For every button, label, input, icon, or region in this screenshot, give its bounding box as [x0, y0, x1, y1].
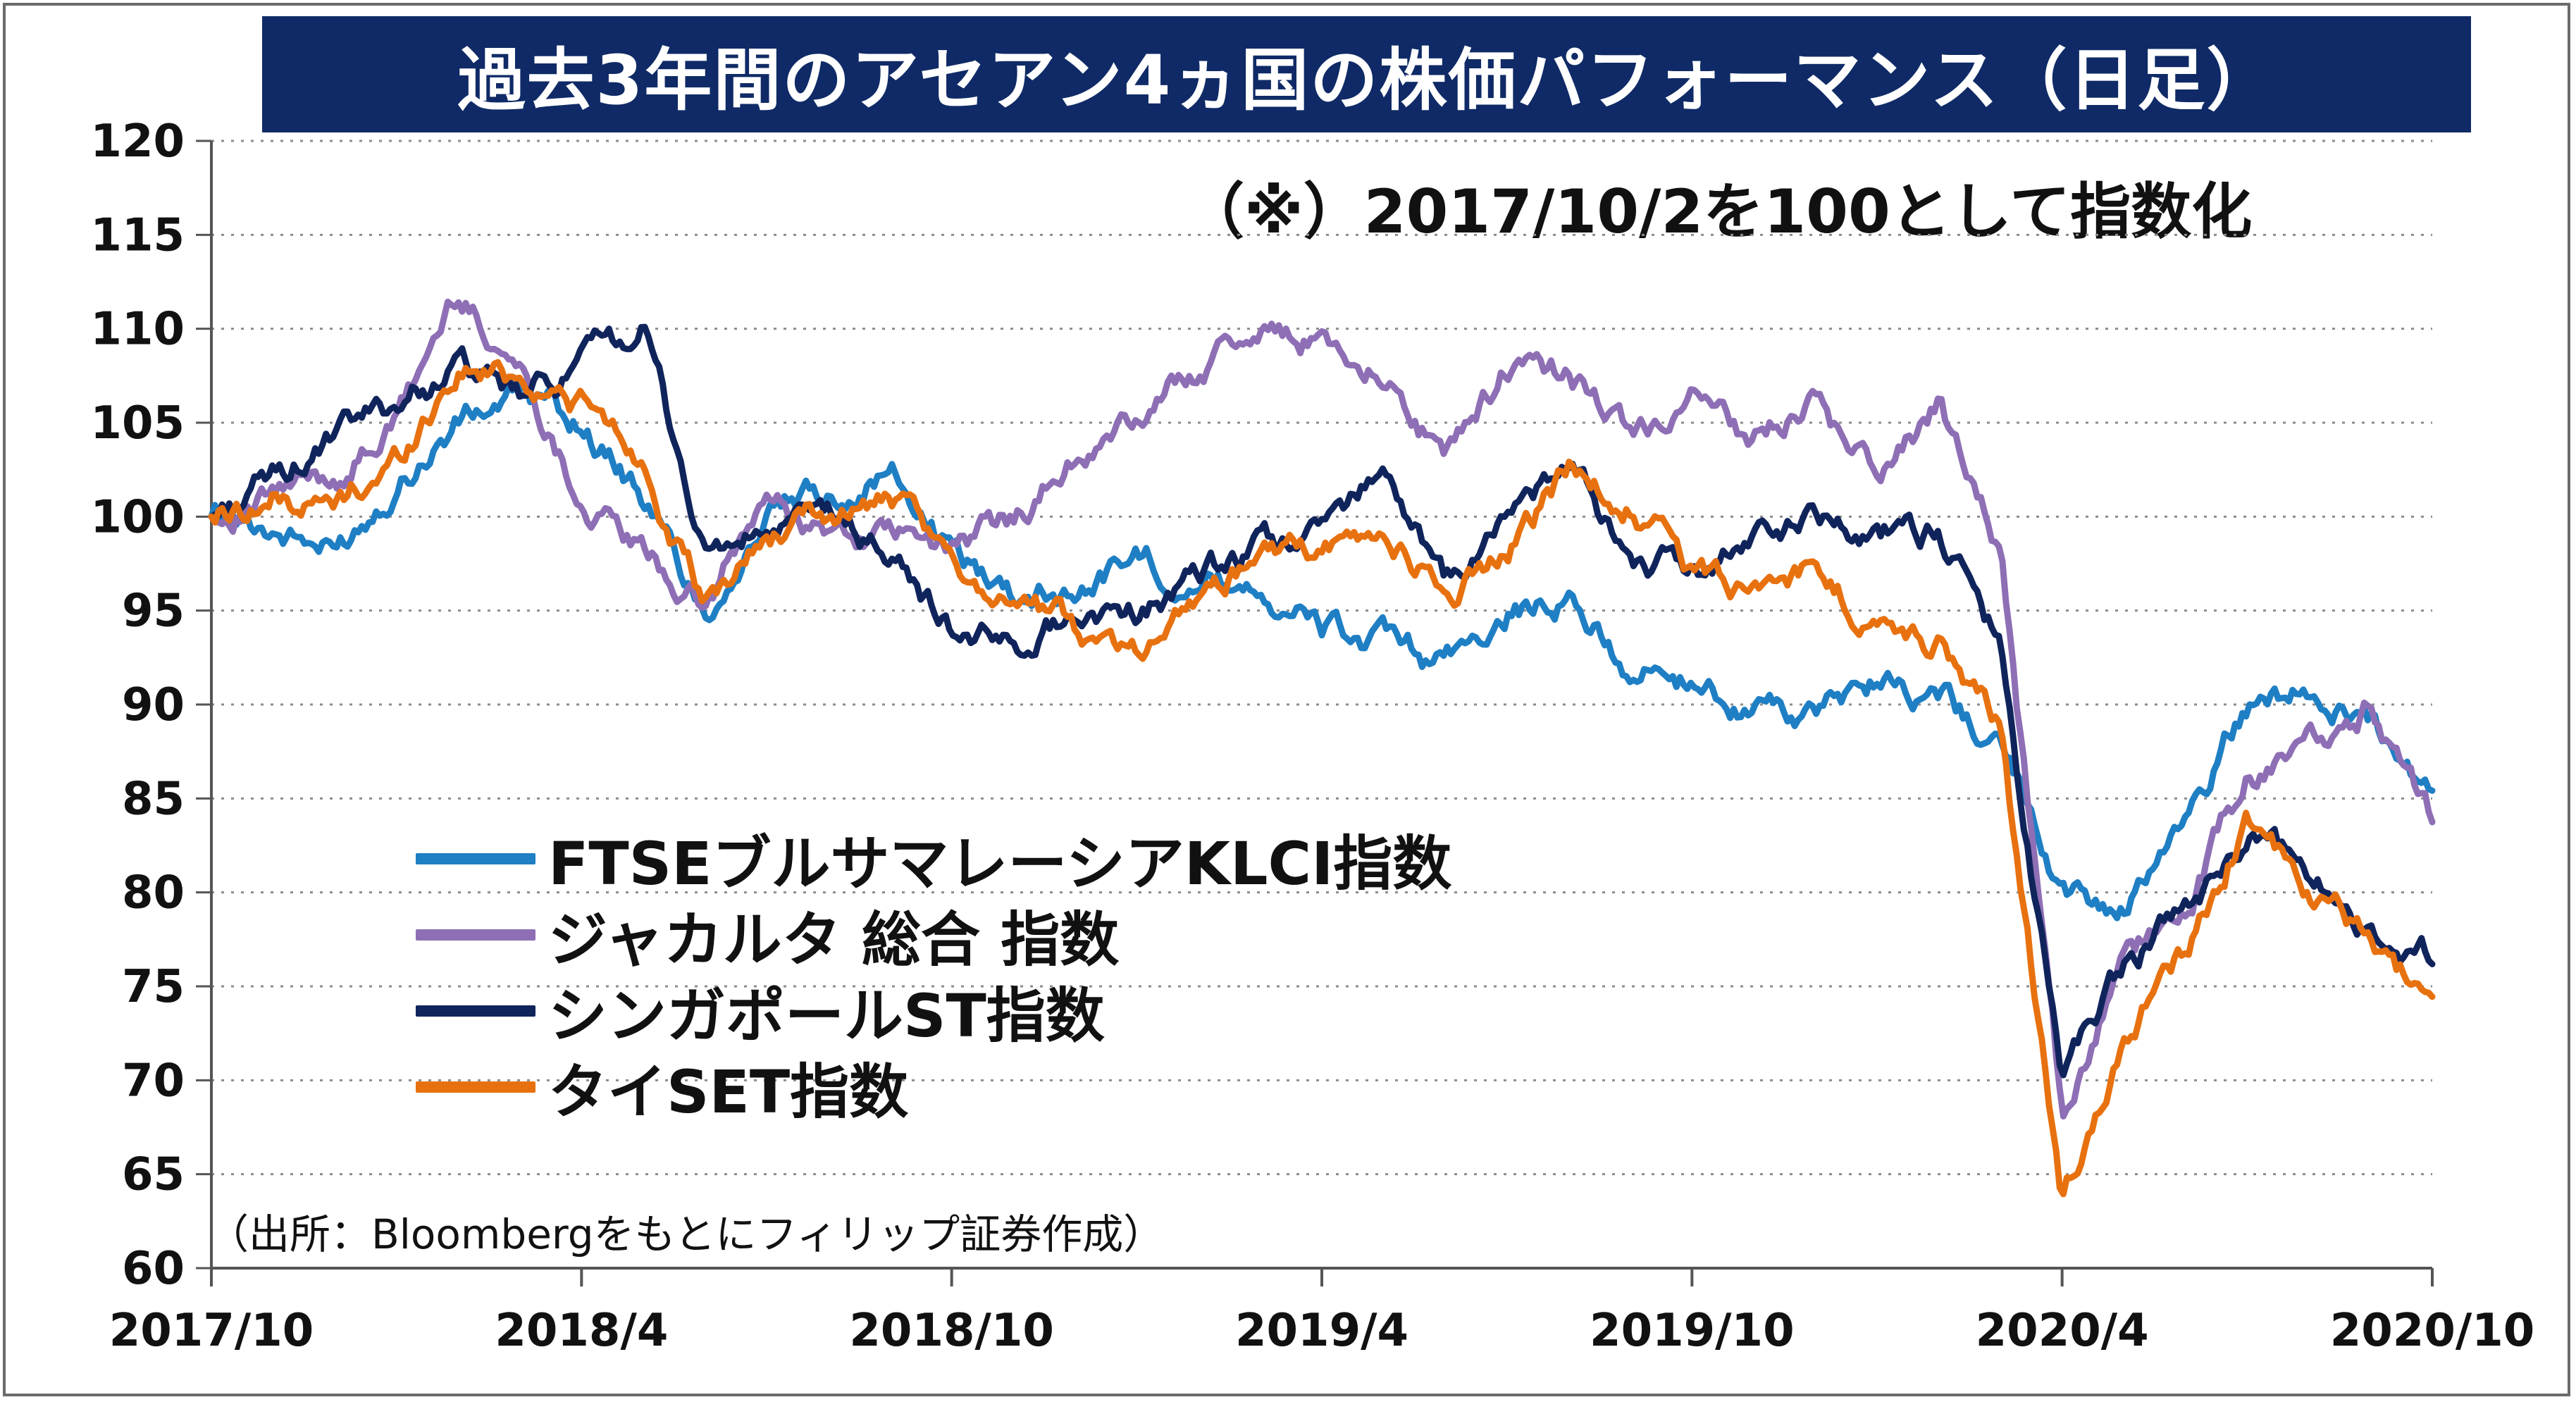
legend-item-jakarta: ジャカルタ 総合 指数 [416, 897, 1451, 974]
series-sti [208, 323, 2436, 1079]
legend-item-sti: シンガポールST指数 [416, 973, 1451, 1050]
source-note: （出所：Bloombergをもとにフィリップ証券作成） [208, 1210, 1165, 1258]
legend-swatch-set [416, 1081, 535, 1093]
y-tick-label-115: 115 [90, 209, 185, 261]
y-tick-label-95: 95 [122, 585, 185, 638]
legend-label-set: タイSET指数 [548, 1057, 909, 1127]
y-tick-label-75: 75 [122, 961, 185, 1013]
legend: FTSEブルサマレーシアKLCI指数 ジャカルタ 総合 指数 シンガポールST指… [416, 821, 1451, 1127]
y-tick-label-85: 85 [122, 773, 185, 825]
x-tick-label-2018/10: 2018/10 [849, 1305, 1054, 1357]
chart-title: 過去3年間のアセアン4ヵ国の株価パフォーマンス（日足） [262, 16, 2471, 132]
x-tick-label-2019/4: 2019/4 [1235, 1305, 1408, 1357]
legend-item-klci: FTSEブルサマレーシアKLCI指数 [416, 821, 1451, 898]
legend-label-klci: FTSEブルサマレーシアKLCI指数 [548, 829, 1452, 898]
index-note: （※）2017/10/2を100として指数化 [1184, 177, 2253, 247]
legend-label-jakarta: ジャカルタ 総合 指数 [548, 905, 1120, 974]
x-tick-label-2020/4: 2020/4 [1976, 1305, 2149, 1357]
series-jakarta [208, 298, 2436, 1119]
y-tick-label-80: 80 [122, 867, 185, 919]
y-tick-label-70: 70 [122, 1055, 185, 1107]
y-tick-label-120: 120 [90, 116, 185, 168]
y-tick-label-90: 90 [122, 679, 185, 731]
x-tick-label-2019/10: 2019/10 [1590, 1305, 1795, 1357]
legend-swatch-jakarta [416, 929, 535, 941]
series-klci [208, 380, 2436, 922]
y-tick-label-65: 65 [122, 1149, 185, 1201]
legend-label-sti: シンガポールST指数 [548, 981, 1105, 1050]
legend-item-set: タイSET指数 [416, 1049, 1451, 1127]
legend-swatch-klci [416, 853, 535, 864]
x-tick-label-2020/10: 2020/10 [2330, 1305, 2535, 1357]
y-tick-label-110: 110 [90, 304, 185, 356]
legend-swatch-sti [416, 1005, 535, 1017]
y-tick-label-60: 60 [122, 1243, 185, 1295]
x-tick-label-2018/4: 2018/4 [495, 1305, 668, 1357]
y-tick-label-105: 105 [90, 397, 185, 449]
series-set [208, 359, 2436, 1198]
y-tick-label-100: 100 [90, 491, 185, 543]
x-tick-label-2017/10: 2017/10 [109, 1305, 314, 1357]
